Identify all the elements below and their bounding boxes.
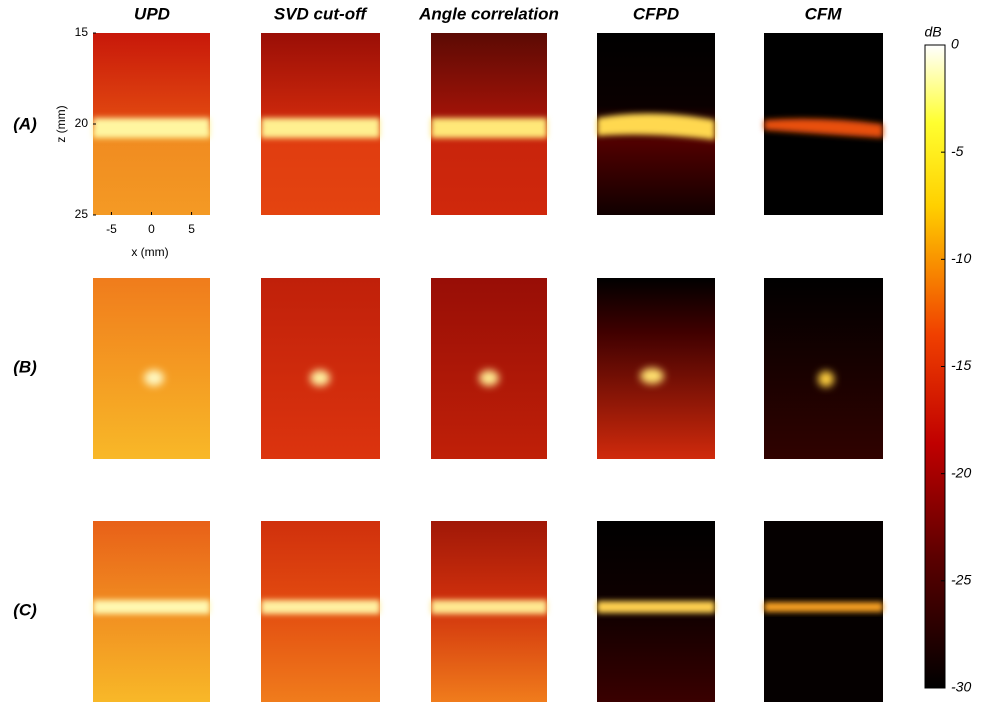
column-title: UPD	[134, 4, 170, 23]
colorbar-tick-label: -5	[951, 143, 964, 159]
column-title: CFM	[805, 4, 843, 23]
image-band	[93, 118, 210, 138]
image-band	[261, 118, 380, 138]
colorbar-label: dB	[924, 24, 941, 40]
image-spot	[640, 368, 664, 384]
image	[764, 278, 883, 459]
y-tick-label: 25	[75, 207, 89, 221]
column-title: SVD cut-off	[274, 4, 369, 23]
y-axis-label: z (mm)	[54, 105, 68, 142]
image	[93, 278, 210, 459]
image-band	[431, 118, 547, 138]
image-panels	[93, 33, 883, 702]
image-band	[261, 600, 380, 614]
x-tick-label: 0	[148, 222, 155, 236]
colorbar-tick-label: 0	[951, 36, 959, 52]
x-tick-label: -5	[106, 222, 117, 236]
image-spot	[310, 370, 330, 386]
x-axis-label: x (mm)	[131, 245, 168, 259]
column-title: CFPD	[633, 4, 679, 23]
image-band	[431, 600, 547, 614]
row-label: (C)	[13, 600, 37, 619]
image-band	[597, 113, 715, 140]
colorbar-tick-label: -25	[951, 572, 971, 588]
y-tick-label: 15	[75, 25, 89, 39]
column-title: Angle correlation	[418, 4, 559, 23]
y-tick-label: 20	[75, 116, 89, 130]
row-label: (B)	[13, 357, 37, 376]
image-spot	[818, 371, 834, 387]
colorbar-tick-label: -30	[951, 679, 971, 695]
image-spot	[144, 370, 164, 386]
colorbar-tick-label: -15	[951, 357, 971, 373]
x-tick-label: 5	[188, 222, 195, 236]
row-label: (A)	[13, 114, 37, 133]
image-band	[93, 600, 210, 614]
image	[261, 278, 380, 459]
colorbar-tick-label: -10	[951, 250, 971, 266]
image-band	[764, 118, 883, 138]
image-band	[597, 601, 715, 613]
image	[431, 278, 547, 459]
image-spot	[479, 370, 499, 386]
colorbar-tick-label: -20	[951, 464, 971, 480]
image-band	[764, 602, 883, 612]
